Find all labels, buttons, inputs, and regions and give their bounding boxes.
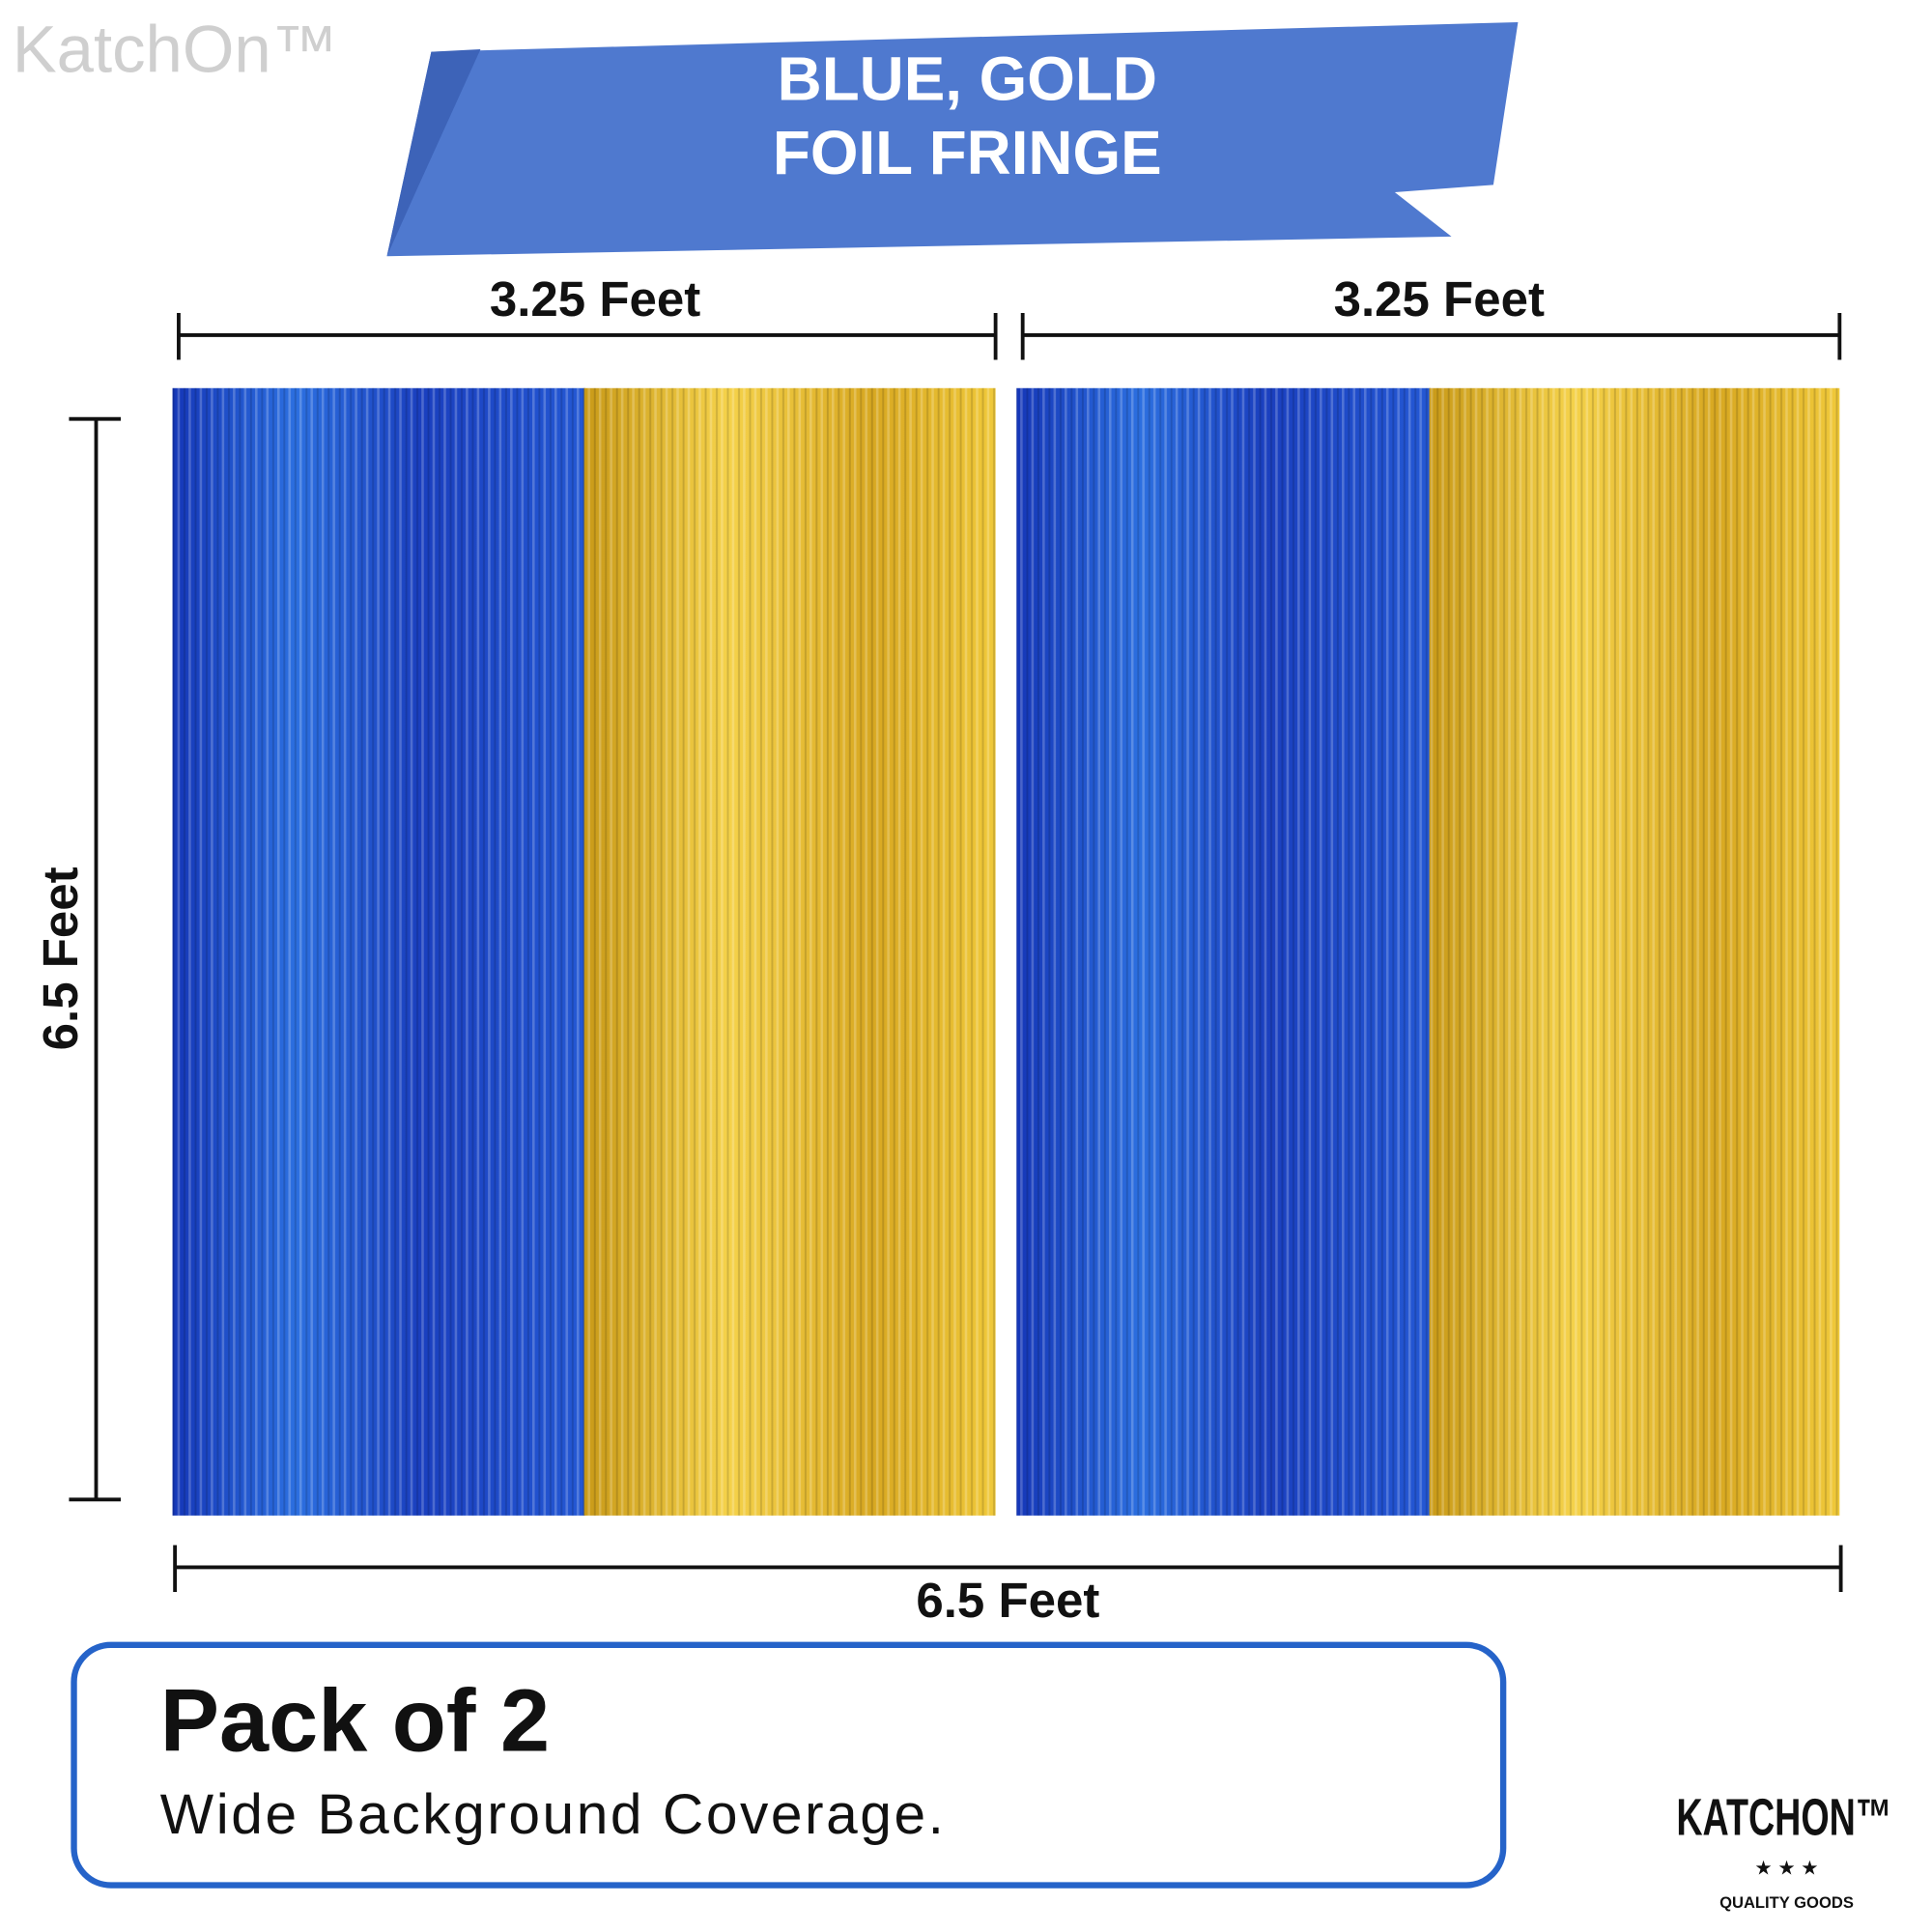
dimension-top-right: [1020, 312, 1842, 360]
fringe-texture: [172, 387, 585, 1516]
banner-ribbon: [386, 21, 1519, 257]
fringe-curtains: [172, 387, 1840, 1516]
fringe-texture: [583, 387, 996, 1516]
dimension-label: 3.25 Feet: [490, 271, 700, 327]
dimension-label: 6.5 Feet: [33, 867, 88, 1050]
watermark: KatchOn™: [13, 12, 338, 86]
dimension-top-left: [177, 312, 998, 360]
logo-stars: ★ ★ ★: [1754, 1858, 1818, 1879]
card-title: Pack of 2: [160, 1672, 550, 1771]
banner-line: FOIL FRINGE: [773, 118, 1162, 187]
logo-tagline: QUALITY GOODS: [1719, 1893, 1854, 1912]
dimension-height: [69, 416, 121, 1502]
fringe-texture: [1016, 387, 1431, 1516]
banner-fold: [386, 49, 481, 257]
card-subtitle: Wide Background Coverage.: [160, 1783, 947, 1846]
info-card: [71, 1641, 1507, 1889]
dimension-label: 6.5 Feet: [916, 1573, 1099, 1628]
dimension-total-width: [173, 1545, 1843, 1592]
logo-name: KATCHON™: [1676, 1789, 1891, 1846]
banner-line: BLUE, GOLD: [778, 44, 1157, 114]
dimension-label: 3.25 Feet: [1334, 271, 1545, 327]
fringe-texture: [1429, 387, 1840, 1516]
